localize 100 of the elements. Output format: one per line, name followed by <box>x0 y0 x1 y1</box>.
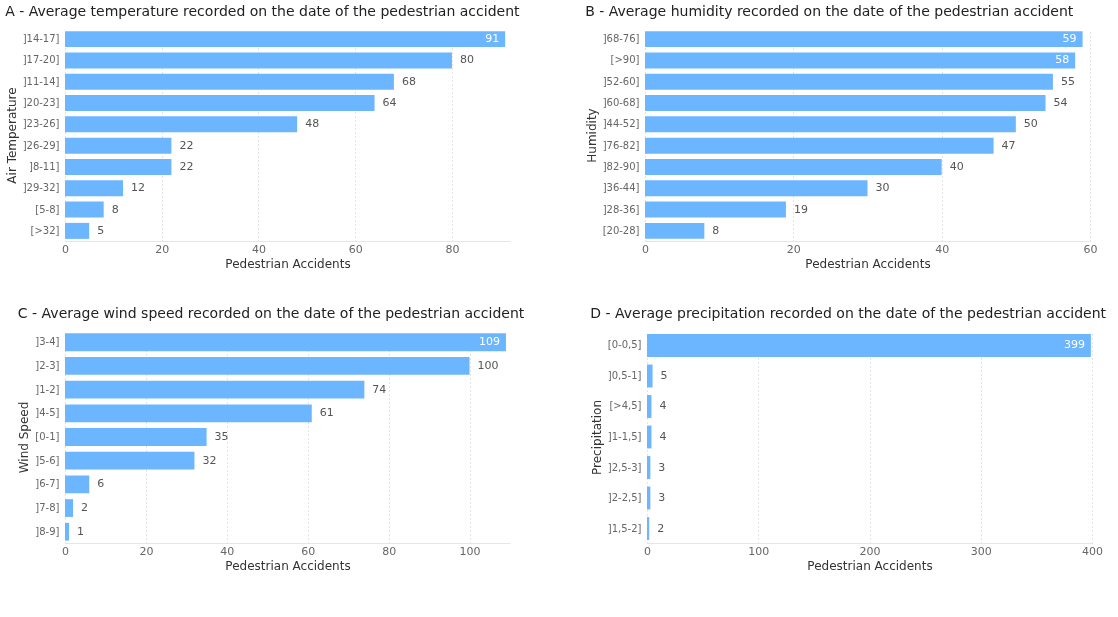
bar <box>645 95 1046 112</box>
y-tick-label: ]2-2,5] <box>607 492 642 504</box>
bar <box>645 180 868 197</box>
y-tick-label: [0-1] <box>35 431 60 442</box>
bar <box>65 428 207 446</box>
y-tick-label: ]36-44] <box>602 182 640 194</box>
y-tick-label: ]4-5] <box>35 407 60 419</box>
data-label: 55 <box>1060 74 1075 88</box>
bar <box>65 95 375 112</box>
x-tick-label: 60 <box>301 544 316 558</box>
data-label: 109 <box>478 335 500 349</box>
x-tick-label: 40 <box>935 242 950 256</box>
data-label: 59 <box>1062 32 1077 46</box>
data-label: 74 <box>372 382 387 396</box>
x-axis-title: Pedestrian Accidents <box>225 256 351 271</box>
data-label: 61 <box>319 406 334 420</box>
data-label: 6 <box>97 477 105 491</box>
chart-title: C - Average wind speed recorded on the date of the pedestrian accident <box>17 305 525 321</box>
y-tick-label: ]7-8] <box>35 502 60 514</box>
bar <box>645 137 994 154</box>
data-label: 5 <box>660 368 668 382</box>
y-tick-label: ]5-6] <box>35 454 60 466</box>
x-tick-label: 20 <box>139 544 154 558</box>
x-tick-label: 40 <box>251 242 266 256</box>
bar <box>65 380 365 399</box>
x-axis-title: Pedestrian Accidents <box>225 558 351 573</box>
y-tick-label: ]0,5-1] <box>607 369 642 381</box>
y-tick-label: [>32] <box>30 224 60 236</box>
y-tick-label: ]76-82] <box>602 139 640 151</box>
data-label: 1 <box>77 524 85 538</box>
data-label: 12 <box>131 181 146 195</box>
y-tick-label: ]82-90] <box>602 160 640 172</box>
data-label: 22 <box>179 138 194 152</box>
bar <box>645 52 1076 69</box>
data-label: 80 <box>459 53 474 67</box>
y-tick-label: [5-8] <box>35 203 60 215</box>
y-axis-title: Humidity <box>584 108 599 163</box>
bar <box>65 451 195 470</box>
y-tick-label: ]1-2] <box>35 383 60 395</box>
bar <box>65 333 506 352</box>
data-label: 30 <box>875 181 890 195</box>
x-tick-label: 20 <box>786 242 801 256</box>
bar <box>647 456 651 479</box>
data-label: 91 <box>485 32 500 46</box>
y-tick-label: ]17-20] <box>22 54 60 66</box>
y-tick-label: ]8-11] <box>29 160 60 172</box>
data-label: 3 <box>658 491 666 505</box>
bar <box>65 158 172 175</box>
x-tick-label: 80 <box>382 544 397 558</box>
bar <box>65 31 506 48</box>
y-tick-label: ]2-3] <box>35 359 60 371</box>
y-tick-label: ]28-36] <box>602 203 640 215</box>
data-label: 48 <box>305 117 320 131</box>
data-label: 4 <box>659 399 667 413</box>
bar <box>65 201 104 218</box>
bar <box>645 222 705 239</box>
data-label: 58 <box>1055 53 1070 67</box>
bar <box>65 404 312 423</box>
bar <box>65 52 452 69</box>
y-axis-title: Precipitation <box>589 399 604 476</box>
bar <box>647 517 650 540</box>
bar <box>65 73 394 90</box>
bar <box>645 116 1016 133</box>
data-label: 2 <box>657 521 665 535</box>
chart-title: D - Average precipitation recorded on the date of the pedestrian accident <box>590 305 1107 321</box>
x-tick-label: 200 <box>859 544 881 558</box>
bar <box>645 201 786 218</box>
data-label: 50 <box>1023 117 1038 131</box>
bar <box>65 137 172 154</box>
bar <box>65 222 90 239</box>
bar <box>65 475 90 494</box>
y-tick-label: ]1,5-2] <box>607 522 642 534</box>
data-label: 4 <box>659 430 667 443</box>
data-label: 40 <box>949 159 964 173</box>
data-label: 35 <box>214 430 229 443</box>
data-label: 22 <box>179 159 194 173</box>
bar <box>647 395 652 418</box>
data-label: 3 <box>658 460 666 474</box>
data-label: 8 <box>111 202 119 216</box>
y-tick-label: ]6-7] <box>35 478 60 490</box>
bar <box>647 334 1091 357</box>
data-label: 54 <box>1053 96 1068 110</box>
chart-title: A - Average temperature recorded on the date of the pedestrian accident <box>5 3 520 19</box>
data-label: 19 <box>793 202 808 216</box>
x-tick-label: 0 <box>642 242 649 256</box>
y-tick-label: ]23-26] <box>22 118 60 130</box>
x-tick-label: 0 <box>62 544 69 558</box>
bar <box>65 116 298 133</box>
x-tick-label: 80 <box>445 242 460 256</box>
y-tick-label: ]68-76] <box>602 33 640 45</box>
y-tick-label: ]3-4] <box>35 336 60 348</box>
y-tick-label: [20-28] <box>602 224 640 236</box>
data-label: 5 <box>97 223 105 237</box>
data-label: 47 <box>1001 138 1016 152</box>
y-tick-label: ]14-17] <box>22 33 60 45</box>
x-axis-title: Pedestrian Accidents <box>807 558 933 573</box>
data-label: 68 <box>401 74 416 88</box>
bar <box>65 180 124 197</box>
y-tick-label: ]2,5-3] <box>607 461 642 473</box>
data-label: 100 <box>477 358 499 372</box>
